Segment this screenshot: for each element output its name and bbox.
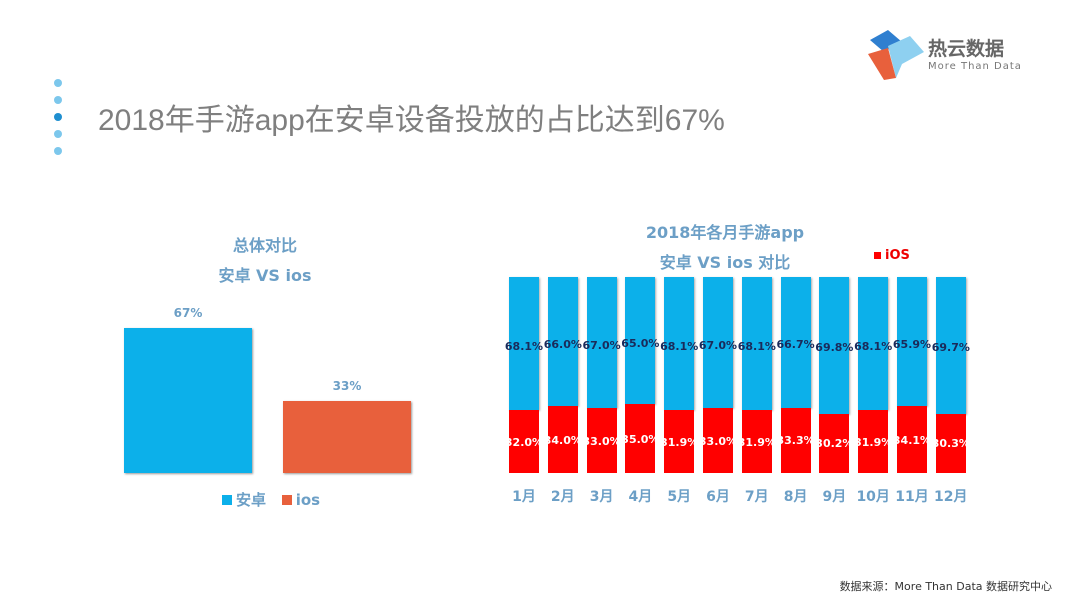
data-label-ios: 30.3% (931, 437, 970, 451)
x-tick-label: 5月 (667, 489, 692, 505)
bar-ios (283, 401, 411, 473)
x-tick-label: 11月 (895, 489, 929, 505)
bar-android (741, 277, 772, 411)
x-tick-label: 4月 (628, 489, 653, 505)
x-tick-label: 6月 (706, 489, 730, 505)
x-tick-label: 7月 (744, 489, 769, 505)
decor-dot (54, 113, 62, 121)
legend-swatch-ios (874, 252, 881, 259)
data-label-ios: 32.0% (504, 435, 544, 449)
data-label-android: 67.0% (698, 338, 738, 352)
decor-dot (54, 96, 62, 104)
data-label-ios: 31.9% (854, 435, 893, 449)
bar-ios (703, 408, 733, 473)
bar-ios (625, 404, 656, 473)
decor-dot (54, 79, 62, 87)
bar-android (625, 277, 656, 405)
data-label-ios: 35.0% (621, 432, 660, 446)
page-title: 2018年手游app在安卓设备投放的占比达到67% (98, 104, 725, 137)
right-chart-title-2: 安卓 VS ios 对比 (659, 253, 791, 272)
data-label-android: 68.1% (737, 339, 776, 353)
data-label-ios: 31.9% (660, 435, 699, 449)
right-chart-title-1: 2018年各月手游app (645, 223, 805, 242)
x-tick-label: 9月 (822, 489, 847, 505)
data-label-ios: 30.2% (815, 437, 854, 451)
bar-android (858, 277, 889, 411)
legend-ios: ios (295, 491, 321, 509)
left-chart-title-1: 总体对比 (232, 236, 297, 255)
source-note: 数据来源：More Than Data 数据研究中心 (839, 580, 1052, 593)
bar-ios (547, 406, 578, 473)
bar-ios (935, 413, 966, 473)
data-label-android: 65.0% (621, 336, 660, 350)
x-tick-label: 8月 (783, 489, 808, 505)
data-label-android: 65.9% (892, 337, 932, 351)
x-tick-label: 12月 (934, 489, 968, 505)
data-label: 33% (332, 379, 362, 394)
logo-en: More Than Data (928, 61, 1022, 72)
bar-ios (741, 410, 772, 473)
logo-icon (868, 30, 924, 80)
bar-ios (897, 406, 927, 473)
bar-ios (780, 407, 811, 473)
legend-swatch-ios (281, 495, 292, 505)
legend-android: 安卓 (236, 491, 267, 509)
data-label-android: 68.1% (854, 339, 893, 353)
data-label-android: 66.7% (776, 338, 815, 352)
legend-swatch-android (222, 495, 232, 505)
bar-android (935, 277, 966, 414)
x-tick-label: 3月 (589, 489, 614, 505)
x-tick-label: 10月 (856, 489, 890, 505)
bar-android (780, 277, 811, 408)
x-tick-label: 1月 (512, 489, 536, 505)
data-label-ios: 34.0% (543, 433, 582, 447)
bar-android (586, 277, 617, 409)
decor-dot (54, 147, 62, 155)
bar-android (819, 277, 850, 414)
bar-ios (858, 410, 889, 473)
legend-ios: iOS (885, 248, 910, 263)
data-label-ios: 33.3% (776, 434, 815, 448)
data-label-ios: 34.1% (892, 433, 932, 447)
logo: 热云数据 More Than Data (866, 28, 1066, 83)
bar-ios (819, 413, 850, 473)
data-label-ios: 33.0% (698, 434, 738, 448)
right-legend: iOS (874, 248, 910, 263)
data-label-android: 66.0% (543, 337, 582, 351)
bar-android (509, 277, 539, 411)
x-tick-label: 2月 (550, 489, 575, 505)
bar-ios (586, 408, 617, 473)
left-chart-title-2: 安卓 VS ios (218, 266, 312, 285)
data-label-android: 69.8% (815, 341, 854, 355)
data-label-ios: 33.0% (582, 434, 621, 448)
bar-android (547, 277, 578, 407)
bar-android (124, 327, 252, 473)
bar-ios (664, 410, 695, 473)
data-label-ios: 31.9% (737, 435, 776, 449)
bar-android (897, 277, 927, 407)
bar-android (664, 277, 695, 411)
data-label-android: 68.1% (504, 339, 544, 353)
decor-dot (54, 130, 62, 138)
bar-ios (509, 410, 539, 473)
data-label-android: 69.7% (931, 341, 970, 355)
logo-cn: 热云数据 (928, 38, 1005, 60)
bar-android (703, 277, 733, 409)
data-label: 67% (173, 305, 203, 320)
data-label-android: 68.1% (660, 339, 699, 353)
data-label-android: 67.0% (582, 338, 621, 352)
left-legend: 安卓 ios (222, 489, 320, 510)
